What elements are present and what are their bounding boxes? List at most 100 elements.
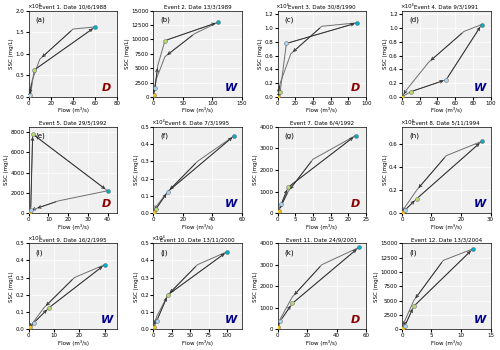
Point xyxy=(276,89,284,95)
Title: Event 3. Date 30/8/1990: Event 3. Date 30/8/1990 xyxy=(288,5,356,10)
Title: Event 8. Date 5/11/1994: Event 8. Date 5/11/1994 xyxy=(412,121,480,126)
Y-axis label: SSC (mg/L): SSC (mg/L) xyxy=(382,38,388,69)
Text: W: W xyxy=(474,83,486,92)
Text: (l): (l) xyxy=(409,249,416,256)
Point xyxy=(274,324,282,330)
Y-axis label: SSC (mg/L): SSC (mg/L) xyxy=(382,155,388,186)
X-axis label: Flow (m³/s): Flow (m³/s) xyxy=(58,224,88,230)
Title: Event 9. Date 16/2/1995: Event 9. Date 16/2/1995 xyxy=(39,237,107,242)
Text: W: W xyxy=(225,199,237,209)
Text: (i): (i) xyxy=(36,249,44,256)
Y-axis label: SSC (mg/L): SSC (mg/L) xyxy=(125,38,130,69)
Text: W: W xyxy=(474,199,486,209)
Point xyxy=(104,188,112,194)
Point xyxy=(412,196,420,202)
Point xyxy=(100,262,108,267)
X-axis label: Flow (m³/s): Flow (m³/s) xyxy=(306,107,338,113)
Point xyxy=(478,22,486,27)
Point xyxy=(164,292,172,298)
Point xyxy=(150,324,158,330)
X-axis label: Flow (m³/s): Flow (m³/s) xyxy=(430,224,462,230)
Text: ×10⁴: ×10⁴ xyxy=(276,4,289,9)
Point xyxy=(30,67,38,73)
Text: W: W xyxy=(225,83,237,92)
Point xyxy=(223,249,231,254)
Point xyxy=(26,93,34,99)
Point xyxy=(26,209,34,215)
X-axis label: Flow (m³/s): Flow (m³/s) xyxy=(430,107,462,113)
Point xyxy=(277,202,285,207)
Point xyxy=(401,208,409,213)
Y-axis label: SSC (mg/L): SSC (mg/L) xyxy=(374,271,379,302)
Text: ×10⁴: ×10⁴ xyxy=(152,120,165,125)
Text: (h): (h) xyxy=(409,133,419,140)
Point xyxy=(151,85,159,91)
Text: ×10⁴: ×10⁴ xyxy=(27,4,40,9)
X-axis label: Flow (m³/s): Flow (m³/s) xyxy=(430,340,462,346)
Text: (c): (c) xyxy=(284,17,294,23)
Title: Event 11. Date 24/9/2001: Event 11. Date 24/9/2001 xyxy=(286,237,358,242)
Point xyxy=(152,206,160,211)
Point xyxy=(469,246,477,252)
X-axis label: Flow (m³/s): Flow (m³/s) xyxy=(306,224,338,230)
Point xyxy=(91,24,99,30)
Text: D: D xyxy=(351,199,360,209)
Text: ×10⁴: ×10⁴ xyxy=(152,237,165,242)
Point xyxy=(26,324,34,330)
Text: D: D xyxy=(351,83,360,92)
Point xyxy=(26,207,34,213)
Point xyxy=(214,20,222,25)
Y-axis label: SSC (mg/L): SSC (mg/L) xyxy=(10,38,14,69)
Title: Event 4. Date 9/3/1991: Event 4. Date 9/3/1991 xyxy=(414,5,478,10)
Y-axis label: SSC (mg/L): SSC (mg/L) xyxy=(253,271,258,302)
Text: (g): (g) xyxy=(284,133,294,140)
Point xyxy=(399,209,407,215)
X-axis label: Flow (m³/s): Flow (m³/s) xyxy=(182,107,213,113)
Title: Event 2. Date 13/3/1989: Event 2. Date 13/3/1989 xyxy=(164,5,232,10)
Point xyxy=(288,301,296,306)
Text: ×10⁴: ×10⁴ xyxy=(400,4,414,9)
Text: (e): (e) xyxy=(36,133,46,140)
Point xyxy=(407,89,415,95)
Point xyxy=(45,305,53,310)
Y-axis label: SSC (mg/L): SSC (mg/L) xyxy=(4,155,9,186)
Text: W: W xyxy=(225,315,237,325)
Title: Event 10. Date 13/11/2000: Event 10. Date 13/11/2000 xyxy=(160,237,235,242)
Point xyxy=(410,303,418,309)
Point xyxy=(478,139,486,144)
Point xyxy=(150,92,158,98)
Title: Event 5. Date 29/5/1992: Event 5. Date 29/5/1992 xyxy=(39,121,107,126)
Point xyxy=(355,245,363,250)
Text: D: D xyxy=(102,199,112,209)
Y-axis label: SSC (mg/L): SSC (mg/L) xyxy=(10,271,14,302)
Point xyxy=(274,94,282,99)
X-axis label: Flow (m³/s): Flow (m³/s) xyxy=(182,224,213,230)
Y-axis label: SSC (mg/L): SSC (mg/L) xyxy=(134,271,139,302)
Point xyxy=(398,94,406,99)
X-axis label: Flow (m³/s): Flow (m³/s) xyxy=(306,340,338,346)
Point xyxy=(28,131,36,137)
Y-axis label: SSC (mg/L): SSC (mg/L) xyxy=(253,155,258,186)
Point xyxy=(30,320,38,326)
Text: (f): (f) xyxy=(160,133,168,140)
Point xyxy=(282,41,290,46)
Title: Event 6. Date 7/3/1995: Event 6. Date 7/3/1995 xyxy=(166,121,230,126)
Text: W: W xyxy=(100,315,113,325)
Point xyxy=(153,318,161,323)
Point xyxy=(401,323,409,329)
X-axis label: Flow (m³/s): Flow (m³/s) xyxy=(182,340,213,346)
Text: (b): (b) xyxy=(160,17,170,23)
Title: Event 1. Date 10/6/1988: Event 1. Date 10/6/1988 xyxy=(39,5,107,10)
Text: D: D xyxy=(102,83,112,92)
Point xyxy=(26,92,34,98)
Text: (j): (j) xyxy=(160,249,168,256)
Text: (k): (k) xyxy=(284,249,294,256)
Text: ×10⁴: ×10⁴ xyxy=(27,237,40,242)
Title: Event 12. Date 13/3/2004: Event 12. Date 13/3/2004 xyxy=(410,237,482,242)
Point xyxy=(150,209,158,215)
Point xyxy=(399,326,407,331)
Y-axis label: SSC (mg/L): SSC (mg/L) xyxy=(134,155,139,186)
Point xyxy=(276,318,284,323)
Text: (a): (a) xyxy=(36,17,46,23)
X-axis label: Flow (m³/s): Flow (m³/s) xyxy=(58,340,88,346)
